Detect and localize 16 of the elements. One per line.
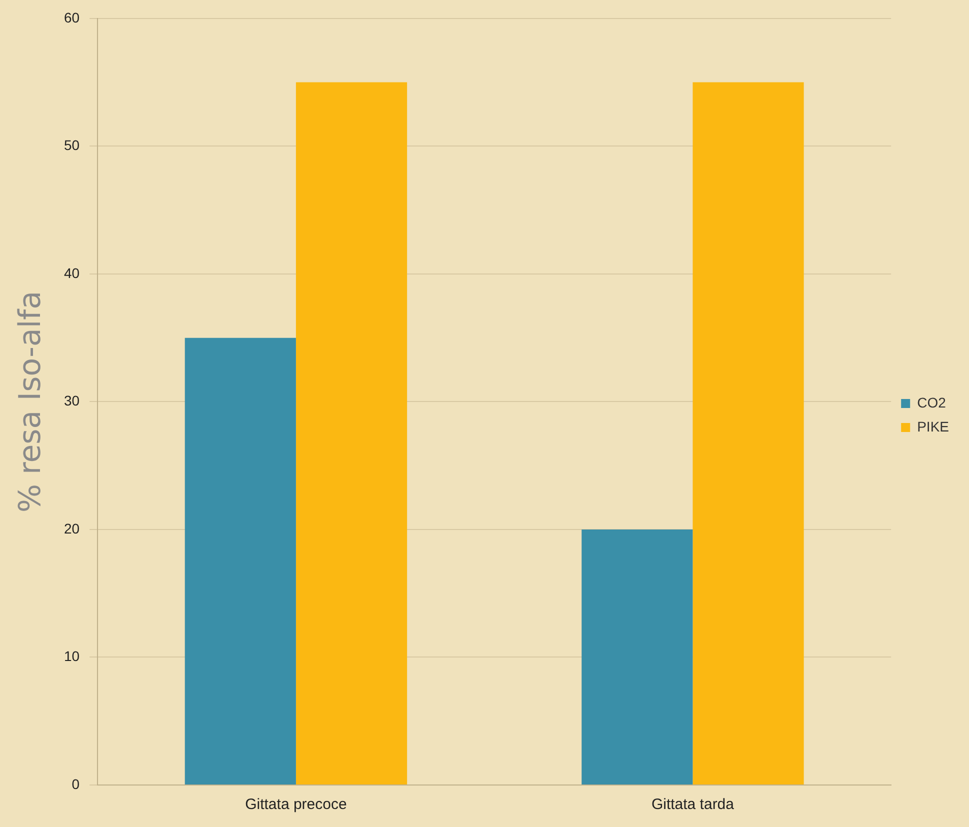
- bar: [692, 82, 804, 784]
- y-axis-title: % resa Iso-alfa: [12, 290, 48, 513]
- y-tick-label: 60: [64, 9, 80, 26]
- y-tick-label: 30: [64, 392, 80, 409]
- x-tick-label: Gittata tarda: [651, 796, 735, 814]
- y-tick-label: 50: [64, 137, 80, 154]
- bar: [296, 82, 408, 784]
- y-tick-label: 0: [72, 776, 80, 792]
- legend-label: PIKE: [917, 418, 950, 434]
- bar: [582, 529, 693, 784]
- x-tick-label: Gittata precoce: [245, 796, 347, 814]
- y-tick-label: 40: [64, 264, 80, 281]
- y-tick-label: 10: [64, 648, 80, 664]
- legend-label: CO2: [917, 394, 946, 410]
- bar: [184, 338, 296, 784]
- y-tick-label: 20: [64, 520, 80, 536]
